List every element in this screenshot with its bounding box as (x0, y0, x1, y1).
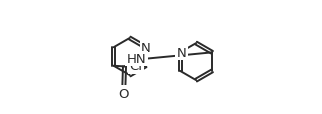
Text: HN: HN (127, 52, 146, 65)
Text: O: O (118, 87, 129, 100)
Text: N: N (176, 46, 186, 59)
Text: Cl: Cl (129, 60, 142, 73)
Text: N: N (141, 41, 151, 54)
